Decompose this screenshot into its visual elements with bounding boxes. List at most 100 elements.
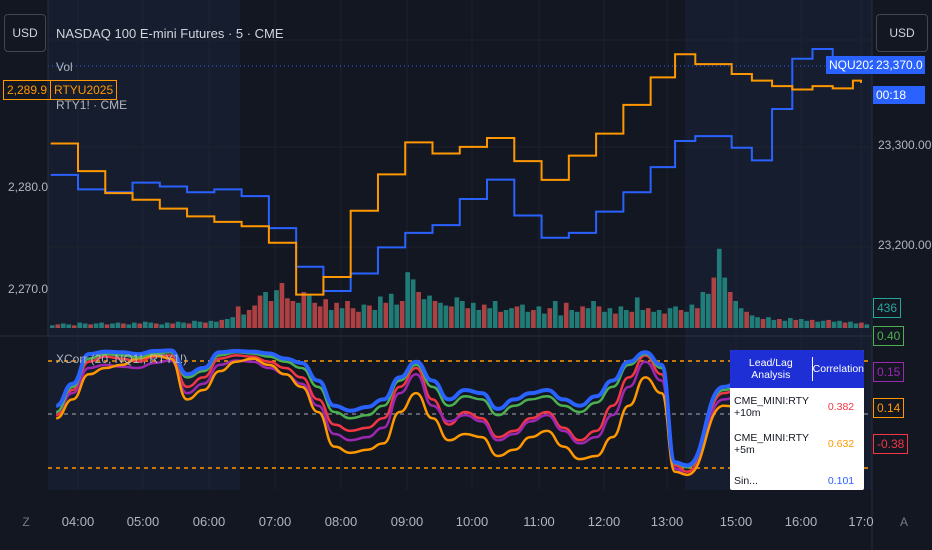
- volume-bar: [224, 319, 230, 328]
- volume-bar: [542, 313, 547, 328]
- volume-bar: [755, 317, 760, 328]
- volume-bar: [66, 324, 72, 328]
- volume-bar: [115, 322, 121, 328]
- volume-bar: [164, 322, 170, 328]
- xcorr-value-tag: 0.14: [873, 398, 905, 418]
- nq-price-line: [50, 48, 862, 292]
- volume-bar: [848, 321, 853, 328]
- table-cell-name: CME_MINI:RTY +5m: [734, 431, 809, 456]
- xcorr-series-line: [55, 354, 862, 477]
- volume-bar: [88, 324, 93, 328]
- indicator-legend[interactable]: XCorr (20, NQ1!, RTY1!): [56, 352, 188, 366]
- volume-bar: [498, 311, 503, 328]
- volume-bar: [624, 310, 629, 328]
- volume-bar: [383, 302, 389, 328]
- volume-bar: [722, 277, 728, 328]
- nq-symbol-tag: NQU2025: [826, 56, 886, 74]
- volume-bar: [563, 302, 569, 328]
- currency-button-left[interactable]: USD: [4, 14, 46, 52]
- table-row: CME_MINI:RTY +10m 0.382: [730, 388, 864, 425]
- volume-bar: [82, 323, 88, 328]
- rty-symbol-tag: RTYU2025: [50, 80, 118, 100]
- secondary-symbol-legend[interactable]: RTY1! · CME: [56, 98, 128, 112]
- volume-bar: [788, 318, 793, 328]
- lead-lag-table: Lead/Lag Analysis Correlation CME_MINI:R…: [730, 350, 864, 490]
- volume-bar: [853, 323, 859, 328]
- symbol-title[interactable]: NASDAQ 100 E-mini Futures · 5 · CME: [56, 26, 284, 41]
- time-axis-label: 17:0: [848, 514, 874, 529]
- table-header-cell: Correlation: [812, 363, 864, 375]
- volume-legend[interactable]: Vol: [56, 60, 73, 74]
- volume-bar: [208, 320, 214, 328]
- auto-scale-button[interactable]: A: [894, 512, 914, 532]
- volume-bar: [394, 304, 400, 328]
- volume-bar: [55, 324, 61, 328]
- volume-bar: [443, 305, 449, 328]
- volume-bar: [552, 301, 558, 328]
- volume-bar: [503, 310, 509, 328]
- volume-bar: [148, 322, 154, 328]
- volume-bar: [378, 296, 383, 328]
- volume-bar: [197, 321, 203, 328]
- table-header-cell: Lead/Lag Analysis: [730, 357, 813, 381]
- volume-bar: [203, 322, 208, 328]
- volume-bar: [438, 302, 443, 328]
- volume-bar: [613, 313, 618, 328]
- volume-bar: [629, 311, 635, 328]
- volume-bar: [706, 293, 711, 328]
- volume-bar: [279, 283, 285, 328]
- table-row: CME_MINI:RTY +5m 0.632: [730, 425, 864, 462]
- table-header: Lead/Lag Analysis Correlation: [730, 350, 864, 388]
- volume-bar: [77, 322, 82, 328]
- volume-bar: [60, 323, 66, 328]
- xcorr-series-line: [55, 348, 862, 468]
- xcorr-value-tag: 0.40: [873, 326, 905, 346]
- volume-bar: [421, 299, 427, 328]
- volume-bar: [645, 308, 651, 328]
- volume-bar: [290, 301, 296, 328]
- volume-bar: [323, 299, 328, 328]
- table-row: Sin... 0.101: [730, 462, 864, 490]
- volume-bar: [142, 321, 148, 328]
- volume-bar: [71, 325, 77, 328]
- volume-bar: [618, 306, 624, 328]
- time-axis-label: 05:00: [126, 514, 160, 529]
- volume-bar: [820, 320, 826, 328]
- volume-bar: [274, 290, 279, 328]
- volume-bar: [749, 315, 755, 328]
- volume-bar: [312, 302, 318, 328]
- volume-bar: [640, 310, 646, 328]
- volume-bar: [449, 306, 454, 328]
- volume-bar: [214, 321, 219, 328]
- volume-bar: [339, 308, 345, 328]
- volume-bar: [93, 323, 99, 328]
- volume-bar: [110, 323, 115, 328]
- volume-bar: [181, 322, 186, 328]
- log-scale-button[interactable]: Z: [16, 512, 36, 532]
- volume-bar: [711, 277, 717, 328]
- volume-bar: [301, 292, 307, 328]
- volume-bar: [678, 310, 684, 328]
- volume-bar: [334, 302, 339, 328]
- volume-bar: [525, 311, 531, 328]
- volume-bar: [634, 297, 640, 328]
- currency-button-right[interactable]: USD: [876, 14, 928, 52]
- volume-bar: [864, 324, 870, 328]
- volume-bar: [306, 295, 312, 328]
- volume-bar: [328, 310, 334, 328]
- volume-bar: [367, 305, 372, 328]
- time-axis-label: 12:00: [587, 514, 621, 529]
- volume-bar: [470, 302, 476, 328]
- volume-bar: [656, 310, 662, 328]
- volume-bar: [50, 325, 55, 328]
- volume-bar: [574, 311, 580, 328]
- volume-bar: [175, 321, 181, 328]
- volume-bar: [831, 321, 837, 328]
- volume-bar: [591, 301, 596, 328]
- volume-bar: [569, 310, 574, 328]
- table-cell-value: 0.632: [827, 437, 855, 450]
- volume-bar: [738, 308, 744, 328]
- table-cell-value: 0.101: [827, 474, 855, 487]
- volume-bar: [257, 295, 263, 328]
